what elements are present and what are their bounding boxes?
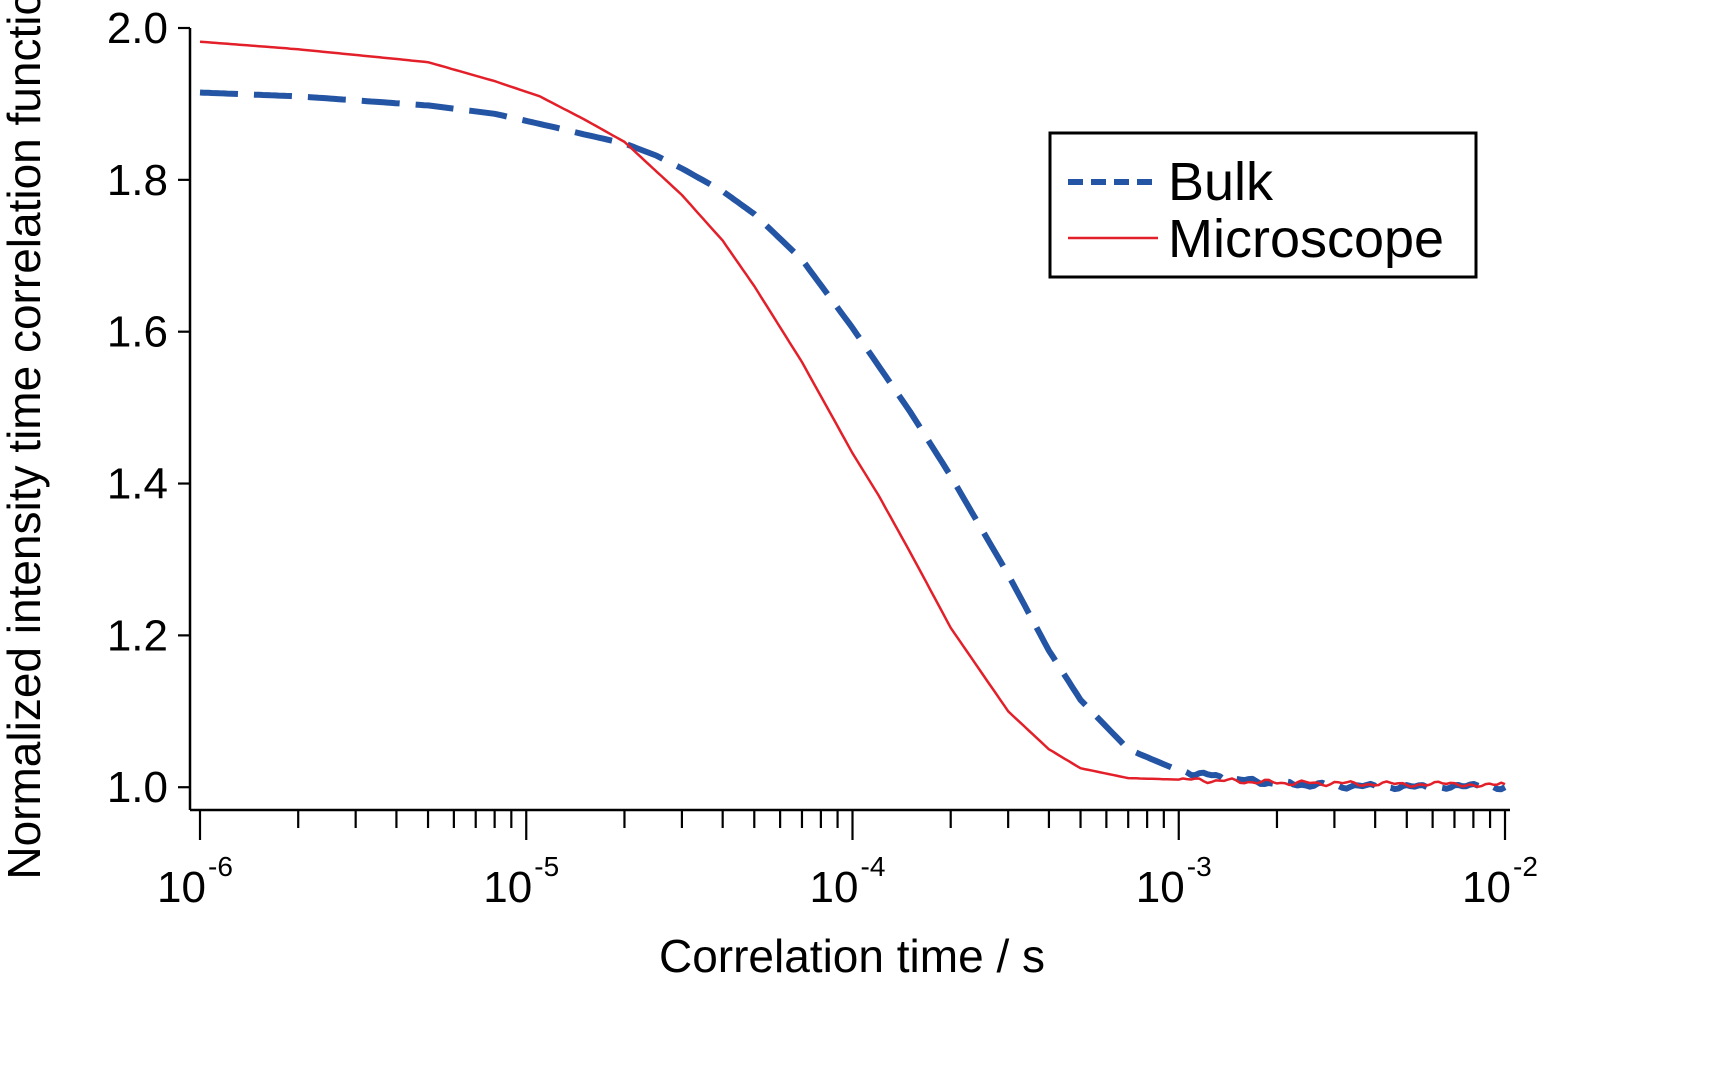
x-tick-label-exponent: -4: [861, 851, 886, 882]
series-line-microscope: [199, 40, 1506, 789]
y-tick-label: 1.8: [107, 156, 168, 205]
x-axis-title: Correlation time / s: [659, 930, 1045, 982]
legend: Bulk Microscope: [1048, 131, 1478, 279]
y-tick-label: 2.0: [107, 4, 168, 53]
x-tick-label-base: 10: [157, 863, 206, 912]
x-axis-ticks: 10 -6 10 -5 10 -4 10 -3 10 -2: [157, 810, 1538, 912]
x-tick-label-base: 10: [483, 863, 532, 912]
series-layer: [199, 40, 1507, 793]
y-tick-label: 1.2: [107, 611, 168, 660]
x-tick-label-exponent: -5: [534, 851, 559, 882]
x-tick-label-base: 10: [1462, 863, 1511, 912]
legend-label-bulk: Bulk: [1168, 152, 1274, 212]
y-tick-label: 1.0: [107, 763, 168, 812]
x-tick-label-base: 10: [810, 863, 859, 912]
y-tick-label: 1.6: [107, 308, 168, 357]
x-tick-label-exponent: -3: [1187, 851, 1212, 882]
y-axis-ticks: 1.0 1.2 1.4 1.6 1.8 2.0: [107, 4, 190, 812]
x-tick-label-exponent: -6: [208, 851, 233, 882]
legend-box: [1048, 131, 1478, 279]
x-tick-label-base: 10: [1136, 863, 1185, 912]
legend-label-microscope: Microscope: [1168, 209, 1444, 269]
y-tick-label: 1.4: [107, 460, 168, 509]
series-line-bulk: [199, 89, 1507, 793]
x-tick-label-exponent: -2: [1513, 851, 1538, 882]
y-axis-title: Normalized intensity time correlation fu…: [0, 0, 50, 880]
